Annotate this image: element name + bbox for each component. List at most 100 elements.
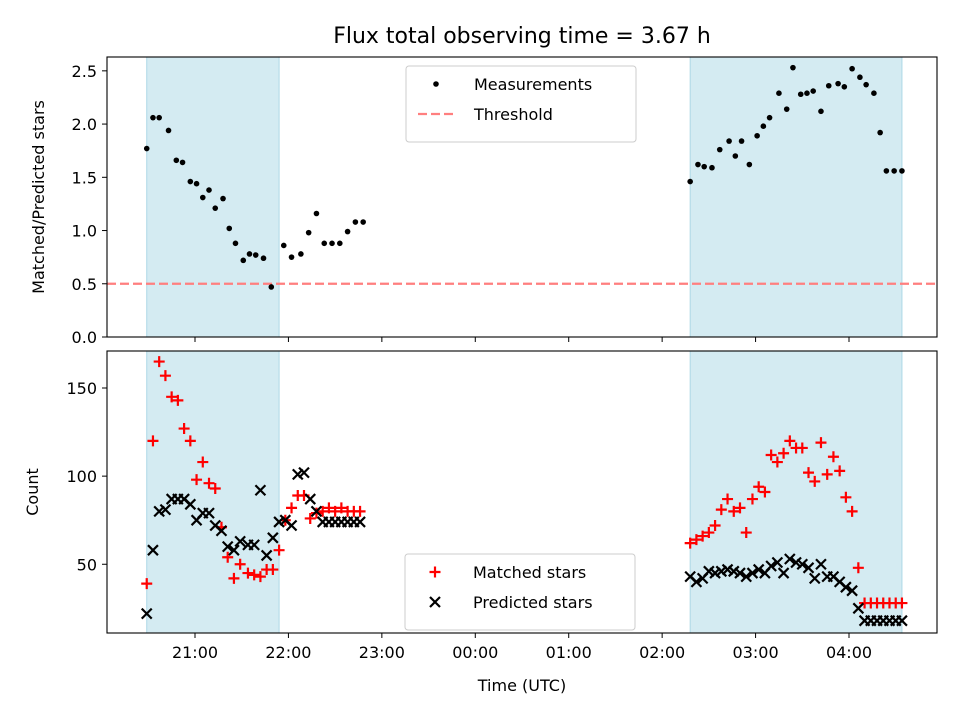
data-point <box>288 254 295 260</box>
data-point <box>298 251 304 257</box>
data-point <box>228 544 240 556</box>
data-point <box>732 153 739 159</box>
data-point <box>746 161 753 168</box>
legend-marker <box>429 566 441 578</box>
x-tick-label: 02:00 <box>639 643 685 662</box>
data-point <box>260 255 267 262</box>
data-point <box>840 491 852 503</box>
axes-frame <box>106 56 938 338</box>
data-point <box>304 493 317 505</box>
data-point <box>165 127 172 134</box>
data-point <box>726 138 732 144</box>
data-point <box>240 257 247 264</box>
data-point <box>740 527 752 539</box>
data-point <box>891 168 897 174</box>
data-point <box>206 187 212 193</box>
data-point <box>796 442 808 454</box>
series-predicted-stars <box>140 466 908 627</box>
data-point <box>760 123 767 130</box>
data-point <box>818 108 824 115</box>
data-point <box>360 219 366 225</box>
data-point <box>252 252 259 258</box>
data-point <box>752 563 765 576</box>
data-point <box>796 558 809 571</box>
data-point <box>771 556 784 569</box>
data-point <box>734 502 746 514</box>
legend-marker <box>429 596 441 608</box>
legend-label: Threshold <box>473 105 553 124</box>
data-point <box>846 505 858 517</box>
data-point <box>352 219 359 225</box>
data-point <box>153 356 165 368</box>
legend-label: Predicted stars <box>473 593 593 612</box>
data-point <box>310 505 323 518</box>
data-point <box>254 571 266 583</box>
y-tick-label: 0.0 <box>72 328 97 347</box>
y-axis-label: Matched/Predicted stars <box>29 100 48 294</box>
data-point <box>187 178 194 185</box>
legend-box <box>405 65 637 143</box>
x-tick-label: 01:00 <box>546 643 592 662</box>
x-tick-label: 04:00 <box>826 643 872 662</box>
data-point <box>147 435 159 447</box>
data-point <box>753 481 765 493</box>
data-point <box>298 466 310 479</box>
data-point <box>804 90 810 96</box>
data-point <box>857 74 863 81</box>
data-point <box>703 527 715 539</box>
shaded-interval <box>689 56 903 338</box>
data-point <box>802 562 815 574</box>
data-point <box>354 505 366 517</box>
data-point <box>715 504 727 516</box>
x-tick-label: 22:00 <box>265 643 311 662</box>
data-point <box>846 584 858 597</box>
data-point <box>899 168 905 174</box>
data-point <box>840 581 852 593</box>
data-point <box>267 564 279 576</box>
data-point <box>709 164 715 171</box>
data-point <box>203 477 215 489</box>
x-axis-label: Time (UTC) <box>477 676 566 695</box>
data-point <box>242 567 254 579</box>
data-point <box>765 449 777 461</box>
legend-marker <box>433 81 439 87</box>
y-tick-label: 0.5 <box>72 275 97 294</box>
data-point <box>220 195 226 202</box>
y-tick-label: 1.0 <box>72 222 97 241</box>
data-point <box>178 423 190 435</box>
data-point <box>695 161 701 168</box>
data-point <box>701 163 707 170</box>
data-point <box>746 567 759 579</box>
data-point <box>221 540 234 553</box>
data-point <box>687 178 693 185</box>
y-tick-label: 2.0 <box>72 115 97 134</box>
data-point <box>776 90 782 96</box>
x-tick-label: 23:00 <box>359 643 405 662</box>
top-panel: 0.0 0.5 1.0 1.5 2.0 2.5 Matched/Predicted star… <box>29 56 938 347</box>
y-tick-label: 100 <box>66 467 97 486</box>
data-point <box>268 284 275 290</box>
x-tick-label: 00:00 <box>452 643 498 662</box>
data-point <box>783 106 790 112</box>
data-point <box>863 81 869 88</box>
data-point <box>321 240 328 247</box>
data-point <box>809 475 821 487</box>
data-point <box>199 194 206 201</box>
plot-area <box>140 356 908 627</box>
data-point <box>285 519 298 532</box>
series-measurements <box>143 64 905 290</box>
legend-label: Matched stars <box>473 563 586 582</box>
data-point <box>248 569 260 581</box>
data-point <box>766 114 773 121</box>
data-point <box>193 180 200 187</box>
data-point <box>234 535 246 548</box>
data-point <box>305 229 312 236</box>
data-point <box>778 447 790 459</box>
data-point <box>684 537 696 549</box>
data-point <box>825 82 832 89</box>
data-point <box>746 493 758 505</box>
data-point <box>690 534 702 546</box>
data-point <box>286 502 298 514</box>
data-point <box>166 391 178 403</box>
data-point <box>896 614 908 627</box>
